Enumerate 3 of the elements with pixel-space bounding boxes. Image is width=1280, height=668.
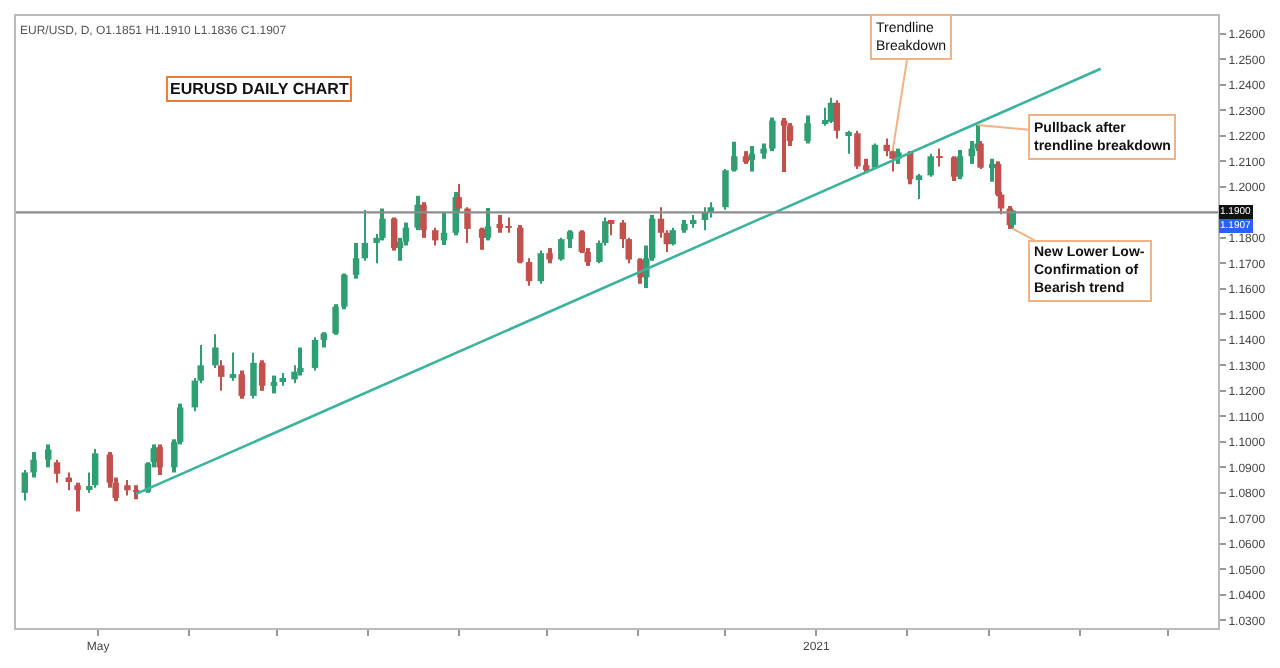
text: EURUSD DAILY CHART: [170, 80, 349, 98]
candlestick: [505, 217, 512, 233]
candlestick: [780, 118, 788, 173]
